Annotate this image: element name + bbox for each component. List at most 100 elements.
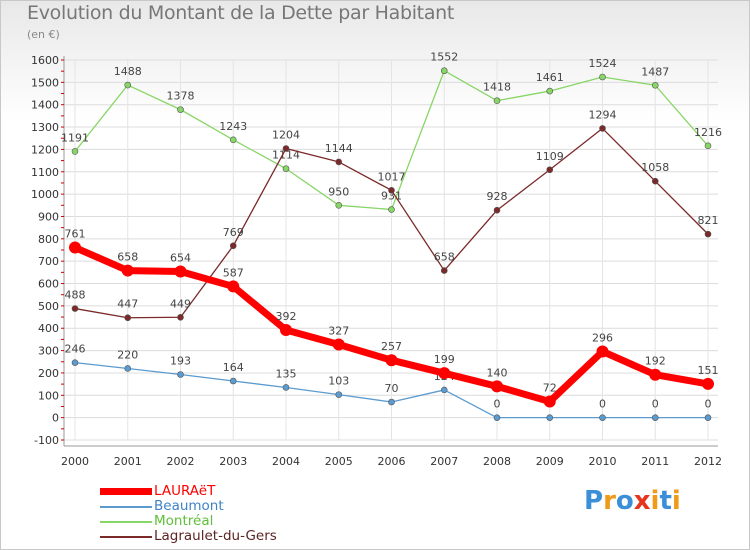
logo-letter: o [615,486,634,516]
data-label: 821 [698,214,719,227]
data-label: 246 [65,343,86,356]
data-point [704,230,712,238]
data-label: 0 [599,398,606,411]
data-point [282,145,290,152]
data-label: 1144 [325,142,353,155]
proxiti-logo: Proxiti [584,486,681,516]
data-point [335,158,343,166]
legend-swatch [100,521,152,523]
data-point [440,386,448,394]
data-label: 140 [487,366,508,379]
data-label: 327 [328,325,349,338]
data-label: 1058 [641,161,669,174]
data-label: 769 [223,226,244,239]
data-label: 658 [434,251,455,264]
data-label: 1461 [536,71,564,84]
legend-label: Montréal [154,513,214,529]
logo-letter: x [633,486,651,516]
data-point [229,242,237,250]
chart-title: Evolution du Montant de la Dette par Hab… [27,2,455,24]
data-point [388,398,395,406]
data-point [599,73,606,81]
y-tick-label: 0 [52,412,59,425]
data-point [438,367,451,380]
x-tick-label: 2007 [430,455,458,468]
data-label: 296 [592,331,613,344]
legend-label: LAURAëT [154,483,216,499]
chart-subtitle: (en €) [27,28,60,41]
data-point [229,136,237,144]
x-tick-label: 2001 [114,455,142,468]
y-tick-label: 500 [38,300,59,313]
data-point [599,125,606,132]
y-tick-label: 800 [38,233,59,246]
data-label: 761 [65,228,86,241]
data-label: 1524 [589,57,617,70]
data-point [704,414,712,421]
data-point [332,338,345,351]
data-label: 72 [543,382,557,395]
data-point [124,314,132,322]
data-label: 164 [223,361,244,374]
data-label: 449 [170,297,191,310]
data-point [651,81,659,89]
y-tick-label: -100 [34,434,59,447]
data-point [546,87,554,95]
logo-letter: P [584,486,604,516]
legend-label: Beaumont [154,498,224,514]
data-label: 0 [652,398,659,411]
logo-letter: t [659,486,672,516]
data-point [177,106,184,113]
data-point [71,148,79,155]
data-point [649,368,662,381]
data-point [71,359,79,366]
data-label: 0 [705,398,712,411]
data-point [282,165,290,172]
data-point [599,414,606,421]
data-point [335,201,343,209]
y-tick-label: 700 [38,255,59,268]
y-tick-label: 900 [38,210,59,223]
data-point [388,187,395,194]
y-tick-label: 1600 [31,54,59,67]
data-label: 0 [494,398,501,411]
data-point [335,391,343,398]
y-tick-label: 100 [38,389,59,402]
data-label: 392 [276,310,297,323]
data-label: 1487 [641,65,669,78]
data-point [388,206,395,213]
data-label: 1191 [61,131,89,144]
data-label: 193 [170,355,191,368]
data-point [440,267,448,274]
data-point [702,377,714,390]
data-label: 199 [434,353,455,366]
data-point [596,345,609,358]
data-point [704,142,712,150]
y-tick-label: 1500 [31,76,59,89]
x-tick-label: 2000 [61,455,89,468]
data-label: 103 [328,375,349,388]
data-label: 1378 [167,90,195,103]
data-point [546,414,554,421]
y-tick-label: 1400 [31,99,59,112]
data-point [493,206,501,214]
data-point [651,177,659,185]
data-label: 1418 [483,81,511,94]
data-point [491,380,503,393]
y-tick-label: 1000 [31,188,59,201]
x-tick-label: 2003 [219,455,247,468]
data-point [280,324,292,337]
data-point [385,354,398,367]
data-point [493,97,501,104]
x-tick-label: 2005 [325,455,353,468]
data-label: 257 [381,340,402,353]
data-label: 1109 [536,150,564,163]
x-tick-label: 2002 [167,455,195,468]
data-label: 151 [698,364,719,377]
data-label: 220 [117,348,138,361]
data-point [493,414,501,421]
y-tick-label: 600 [38,278,59,291]
legend-swatch [100,506,152,508]
data-label: 654 [170,251,191,264]
